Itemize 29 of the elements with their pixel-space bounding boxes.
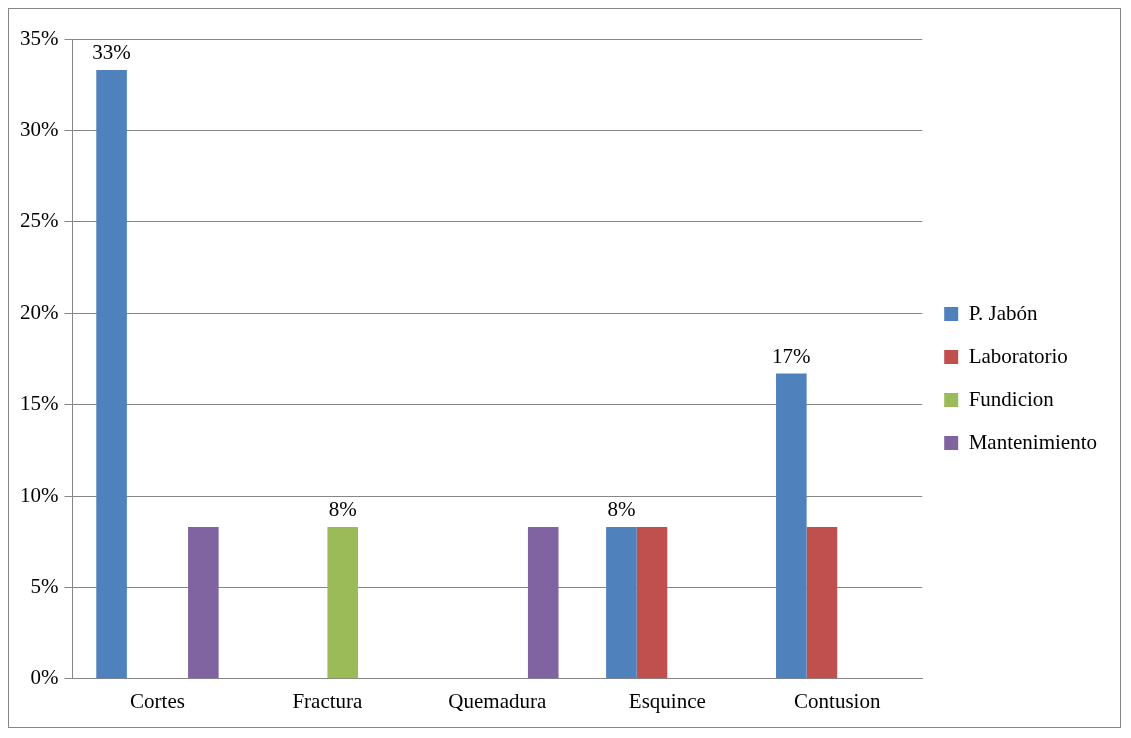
bar <box>606 527 637 679</box>
y-tick-label: 5% <box>30 573 59 598</box>
legend-label: Fundicion <box>968 386 1055 411</box>
x-tick-label: Contusion <box>794 688 881 713</box>
y-tick-label: 0% <box>30 665 59 690</box>
data-label: 8% <box>328 497 357 522</box>
x-tick-label: Esquince <box>628 688 706 713</box>
legend-label: Laboratorio <box>968 343 1068 368</box>
bar <box>188 527 219 679</box>
bar <box>636 527 668 679</box>
legend-label: P. Jabón <box>968 300 1039 325</box>
y-tick-label: 10% <box>19 482 59 507</box>
legend-label: Mantenimiento <box>968 429 1098 454</box>
bar <box>327 527 358 679</box>
y-tick-label: 30% <box>19 116 59 141</box>
x-tick-label: Quemadura <box>448 688 547 713</box>
y-tick-label: 25% <box>19 208 59 233</box>
y-tick-label: 35% <box>19 25 59 50</box>
data-label: 17% <box>772 343 811 368</box>
data-label: 33% <box>92 40 131 65</box>
bar <box>96 70 127 679</box>
bar <box>806 527 838 679</box>
y-tick-label: 15% <box>19 391 59 416</box>
y-tick-label: 20% <box>19 299 59 324</box>
x-tick-label: Fractura <box>292 688 364 713</box>
bar <box>776 373 807 679</box>
x-tick-label: Cortes <box>130 688 185 713</box>
data-label: 8% <box>607 497 636 522</box>
bar <box>527 527 559 679</box>
